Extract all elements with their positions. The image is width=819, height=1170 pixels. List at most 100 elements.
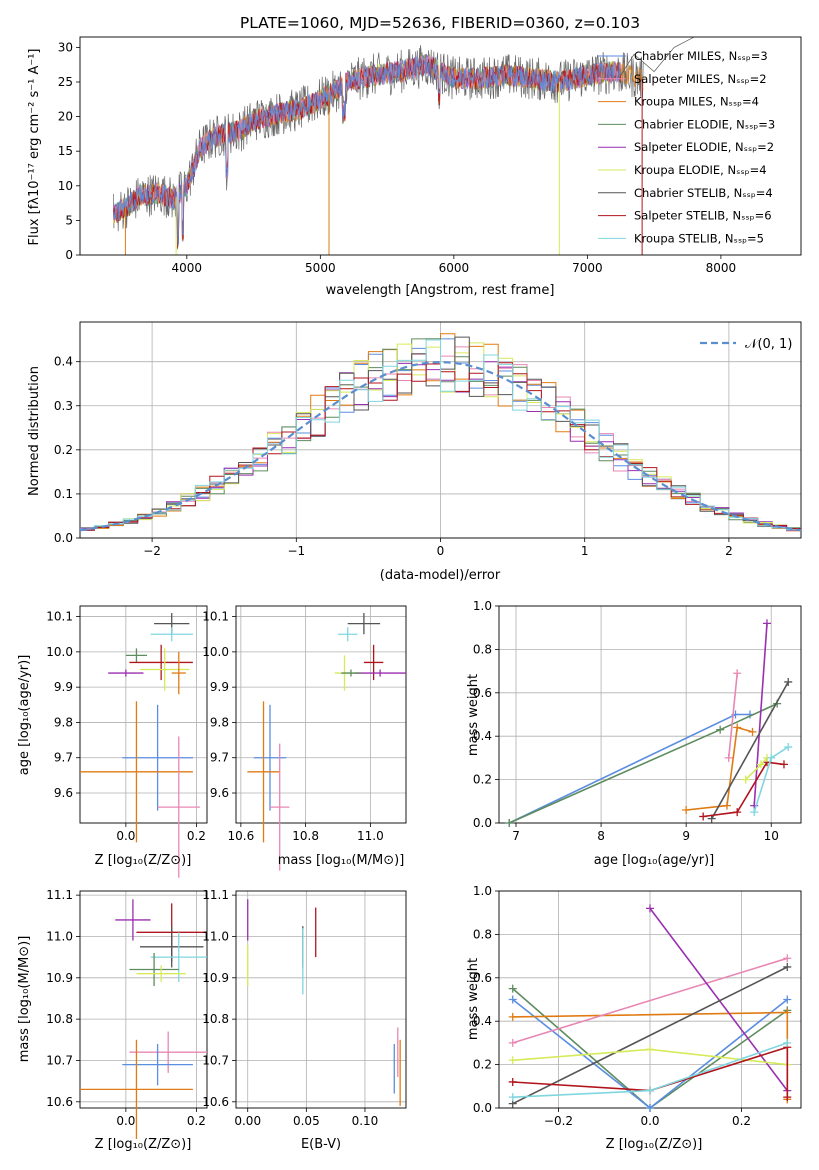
mw-age-xtick-label: 8 [597,829,605,843]
age-z-axes: 0.0 0.2 9.6 9.7 9.8 9.9 10.0 10.1 [46,605,208,843]
mass-ebv-points [247,899,401,1106]
mass-ebv-xtick-label: 0.10 [352,1114,379,1128]
mw-age-marker [699,812,708,821]
mw-z-line-3 [512,957,788,1044]
mass-ebv-ytick-label: 10.8 [202,1012,229,1026]
mw-z-marker [508,1038,517,1047]
mass-z-ytick-label: 10.8 [46,1012,73,1026]
mass-z-axes: 0.0 0.2 10.6 10.7 10.8 10.9 11.0 11.1 [46,888,208,1128]
spectrum-ytick-label: 15 [58,144,73,158]
mw-age-line-4 [753,623,768,806]
mw-z-marker [508,1056,517,1065]
mass-ebv-ytick-label: 10.9 [202,971,229,985]
mw-z-marker [646,904,654,913]
age-mass-ytick-label: 9.6 [210,786,229,800]
age-mass-xtick-label: 10.8 [292,829,319,843]
spectrum-legend-label: Chabrier STELIB, Nₛₛₚ=4 [634,186,773,200]
age-mass-ytick-label: 9.8 [210,715,229,729]
age-mass-ytick-label: 10.1 [202,610,229,624]
spectrum-legend-label: Salpeter MILES, Nₛₛₚ=2 [634,72,767,86]
age-z-xtick-label: 0.0 [116,829,135,843]
age-mass-points [247,613,406,871]
spectrum-legend-label: Kroupa STELIB, Nₛₛₚ=5 [634,231,764,245]
age-mass-xtick-label: 10.6 [227,829,254,843]
mw-z-marker [783,995,792,1004]
mw-z-ytick-label: 0.4 [473,1014,492,1028]
mw-age-ytick-label: 0.0 [473,816,492,830]
mw-z-ytick-label: 0.2 [473,1058,492,1072]
spectrum-axes: 4000 5000 6000 7000 8000 0 5 10 15 20 25 30 [58,36,802,275]
residual-xtick-label: 1 [581,544,589,558]
age-z-ylabel: age [log₁₀(age/yr)] [17,655,32,776]
mw-z-line-4 [649,907,788,1092]
age-z-frame [79,605,208,824]
residual-legend-label: 𝒩(0, 1) [745,337,792,352]
mw-age-ytick-label: 0.4 [473,729,492,743]
residual-ytick-label: 0.4 [54,355,73,369]
mw-z-ytick-label: 0.8 [473,927,492,941]
age-z-points [80,613,200,878]
mw-age-axes: 7 8 9 10 0.0 0.2 0.4 0.6 0.8 1.0 [473,599,802,843]
age-z-ytick-label: 10.0 [46,645,73,659]
spectrum-line-0 [113,54,622,246]
residual-axes: −2 −1 0 1 2 0.0 0.1 0.2 0.3 0.4 [54,321,802,558]
mw-age-marker [757,760,766,769]
mass-z-xlabel: Z [log₁₀(Z/Z⊙)] [95,1137,192,1152]
mw-age-marker [722,801,731,810]
residual-ytick-label: 0.3 [54,399,73,413]
age-mass-xtick-label: 11.0 [357,829,384,843]
spectrum-ytick-label: 5 [65,213,73,227]
mw-age-marker [767,753,776,762]
mw-age-marker [741,775,750,784]
mw-z-ylabel: mass weight [466,958,481,1040]
mw-z-xtick-label: 0.2 [732,1114,751,1128]
mw-z-ytick-label: 0.6 [473,971,492,985]
mass-ebv-ytick-label: 10.6 [202,1095,229,1109]
mw-age-marker [733,723,742,732]
mass-ebv-ytick-label: 10.7 [202,1053,229,1067]
age-mass-axes: 10.6 10.8 11.0 9.6 9.7 9.8 9.9 10.0 10.1 [202,605,407,843]
spectrum-xtick-label: 7000 [572,261,603,275]
spectrum-ytick-label: 20 [58,110,73,124]
mw-z-xlabel: Z [log₁₀(Z/Z⊙)] [606,1137,703,1152]
mw-age-ytick-label: 0.6 [473,686,492,700]
spectrum-xlabel: wavelength [Angstrom, rest frame] [326,283,555,298]
spectrum-legend-label: Salpeter ELODIE, Nₛₛₚ=2 [634,140,774,154]
mw-z-marker [508,1093,517,1102]
mw-z-line-5 [512,966,788,1105]
mw-age-frame [498,605,802,824]
mw-z-marker [783,954,792,963]
mass-z-xtick-label: 0.0 [116,1114,135,1128]
spectrum-xtick-label: 8000 [706,261,737,275]
mass-ebv-xtick-label: 0.00 [234,1114,261,1128]
age-z-xlabel: Z [log₁₀(Z/Z⊙)] [95,853,192,868]
mass-ebv-ytick-label: 11.1 [202,888,229,902]
age-mass-ytick-label: 9.9 [210,680,229,694]
mw-z-marker [508,984,517,993]
mw-age-marker [750,808,759,817]
mw-z-xtick-label: −0.2 [544,1114,573,1128]
spectrum-frame [79,36,802,256]
mass-ebv-frame [235,890,407,1109]
mw-age-marker [682,805,691,814]
residual-ylabel: Normed distribution [27,366,42,496]
spectrum-tail [620,37,695,76]
residual-xlabel: (data-model)/error [380,568,501,583]
mw-age-marker [748,727,757,736]
mass-z-xtick-label: 0.2 [187,1114,206,1128]
mw-age-marker [505,819,514,827]
mw-age-marker [784,743,793,752]
age-z-xtick-label: 0.2 [187,829,206,843]
mw-age-ytick-label: 0.2 [473,773,492,787]
mass-z-frame [79,890,208,1109]
residual-xtick-label: −1 [287,544,305,558]
mw-z-marker [646,1104,654,1112]
mass-z-ytick-label: 10.7 [46,1053,73,1067]
mw-age-marker [716,725,725,734]
mw-age-xtick-label: 9 [682,829,690,843]
mass-z-ytick-label: 10.9 [46,971,73,985]
spectrum-lines [113,37,695,255]
mw-age-ylabel: mass weight [466,674,481,756]
mw-age-marker [784,677,793,686]
mw-z-marker [508,1077,517,1086]
